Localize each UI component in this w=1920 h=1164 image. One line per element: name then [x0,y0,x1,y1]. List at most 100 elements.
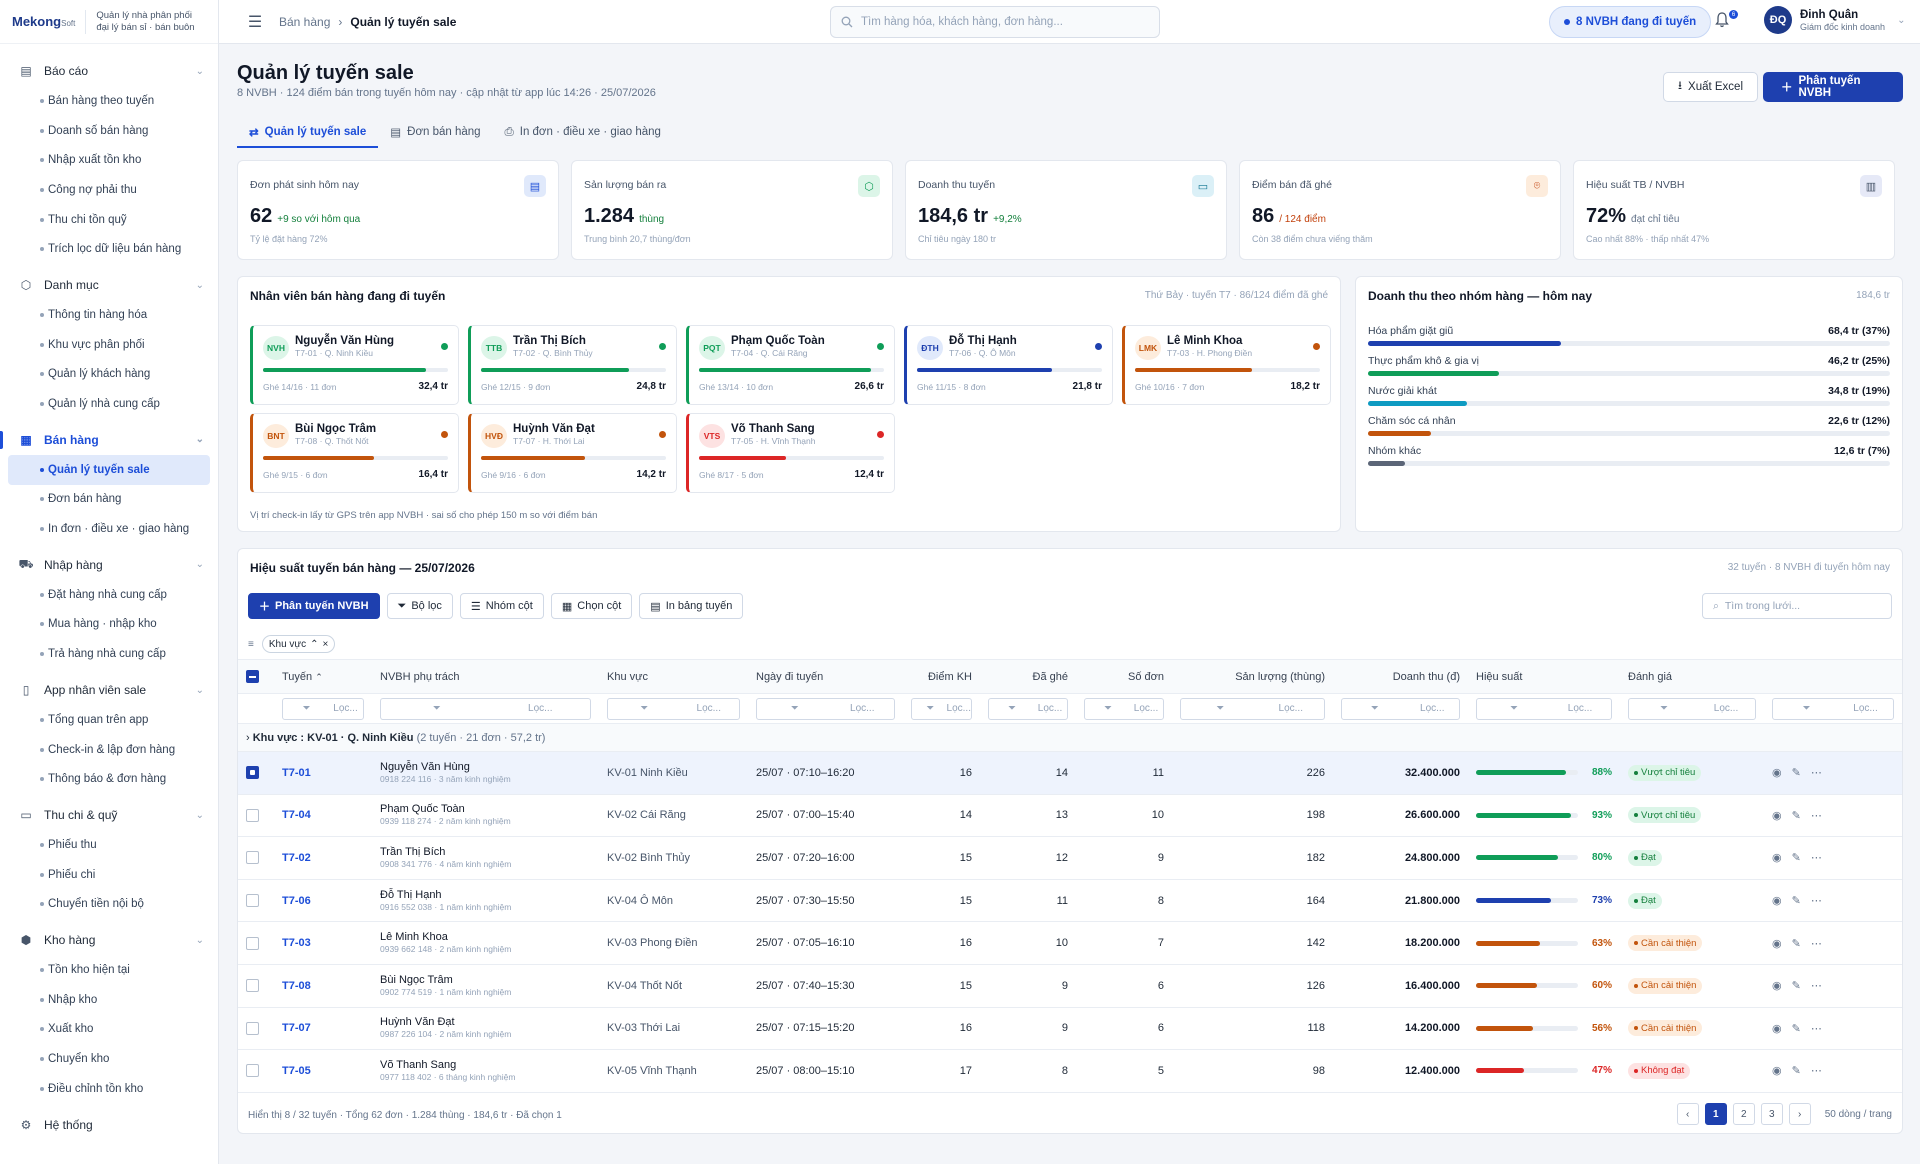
row-checkbox[interactable] [238,1049,274,1093]
sidebar-item[interactable]: Quản lý tuyến sale [8,454,210,485]
checkbox[interactable] [246,808,259,822]
eye-icon[interactable]: ◉ [1772,767,1782,780]
checkbox[interactable] [246,894,259,908]
column-filter-input[interactable]: ⏷ Lọc... [911,697,972,720]
sidebar-group-truck[interactable]: ⛟ Nhập hàng ⌄ [0,550,218,580]
col-date[interactable]: Ngày đi tuyến [748,659,903,694]
sort-asc-icon[interactable]: ⌃ [310,638,319,650]
eye-icon[interactable]: ◉ [1772,809,1782,822]
table-row[interactable]: T7-03 Lê Minh Khoa 0939 662 148 · 2 năm ki… [238,921,1902,965]
sidebar-item[interactable]: Quản lý khách hàng [0,360,218,390]
col-staff[interactable]: NVBH phụ trách [372,659,599,694]
edit-icon[interactable]: ✎ [1791,767,1801,780]
sidebar-group-phone[interactable]: ▯ App nhân viên sale ⌄ [0,675,218,705]
employee-card[interactable]: TTB Trần Thị Bích T7-02 · Q. Bình Thủy Ghé … [468,325,677,405]
tab-route-management[interactable]: ⇄ Quản lý tuyến sale [237,118,379,148]
active-staff-chip[interactable]: 8 NVBH đang đi tuyến [1549,6,1712,38]
eye-icon[interactable]: ◉ [1772,1022,1782,1035]
sidebar-item[interactable]: Tổng quan trên app [0,705,218,735]
group-columns-button[interactable]: ☰ Nhóm cột [459,593,544,619]
more-icon[interactable]: ⋯ [1810,980,1822,993]
page-button-3[interactable]: 3 [1760,1103,1783,1125]
edit-icon[interactable]: ✎ [1791,1022,1801,1035]
edit-icon[interactable]: ✎ [1791,852,1801,865]
column-filter-input[interactable]: ⏷ Lọc... [1772,697,1894,720]
user-menu[interactable]: ĐQ Đinh Quân Giám đốc kinh doanh ⌄ [1764,6,1905,34]
choose-columns-button[interactable]: ▦ Chọn cột [550,593,633,619]
table-row[interactable]: T7-05 Võ Thanh Sang 0977 118 402 · 6 tháng… [238,1049,1902,1093]
eye-icon[interactable]: ◉ [1772,1065,1782,1078]
sidebar-group-box[interactable]: ⬡ Danh mục ⌄ [0,270,218,300]
table-row[interactable]: T7-04 Phạm Quốc Toàn 0939 118 274 · 2 năm … [238,794,1902,838]
more-icon[interactable]: ⋯ [1810,895,1822,908]
column-filter-input[interactable]: ⏷ Lọc... [1084,697,1164,720]
grid-search-input[interactable]: ⌕ Tìm trong lưới... [1702,593,1892,619]
col-rating[interactable]: Đánh giá [1620,659,1764,694]
table-row[interactable]: T7-01 Nguyễn Văn Hùng 0918 224 116 · 3 năm… [238,751,1902,795]
sidebar-item[interactable]: Tồn kho hiện tại [0,955,218,985]
group-row-kv01[interactable]: › Khu vực : KV-01 · Q. Ninh Kiều (2 tuyế… [238,723,1902,752]
sidebar-item[interactable]: Khu vực phân phối [0,330,218,360]
sidebar-group-cash[interactable]: ▭ Thu chi & quỹ ⌄ [0,800,218,830]
col-orders[interactable]: Số đơn [1076,659,1172,694]
route-id[interactable]: T7-03 [274,921,372,965]
edit-icon[interactable]: ✎ [1791,809,1801,822]
sidebar-group-report[interactable]: ▤ Báo cáo ⌄ [0,56,218,86]
tab-print-delivery[interactable]: ⎙ In đơn · điều xe · giao hàng [504,125,661,139]
row-checkbox[interactable] [238,879,274,923]
sidebar-item[interactable]: Phiếu thu [0,830,218,860]
column-filter-input[interactable]: ⏷ Lọc... [756,697,895,720]
sidebar-item[interactable]: Trả hàng nhà cung cấp [0,639,218,669]
checkbox[interactable] [246,851,259,865]
brand-logo[interactable]: MekongSoft [12,14,76,29]
sidebar-item[interactable]: Trích lọc dữ liệu bán hàng [0,234,218,264]
column-filter-input[interactable]: ⏷ Lọc... [1180,697,1325,720]
checkbox[interactable] [246,766,259,780]
employee-card[interactable]: LMK Lê Minh Khoa T7-03 · H. Phong Điền Ghé … [1122,325,1331,405]
column-filter-input[interactable]: ⏷ Lọc... [1341,697,1460,720]
group-chip-area[interactable]: Khu vực ⌃ × [261,635,336,653]
close-icon[interactable]: × [322,638,329,650]
sidebar-item[interactable]: Thu chi tồn quỹ [0,205,218,235]
row-checkbox[interactable] [238,1007,274,1051]
employee-card[interactable]: NVH Nguyễn Văn Hùng T7-01 · Q. Ninh Kiều Gh… [250,325,459,405]
route-id[interactable]: T7-06 [274,879,372,923]
table-row[interactable]: T7-07 Huỳnh Văn Đạt 0987 226 104 · 2 năm k… [238,1007,1902,1051]
drag-handle-icon[interactable]: ≡ [248,638,254,650]
checkbox[interactable] [246,1021,259,1035]
more-icon[interactable]: ⋯ [1810,852,1822,865]
print-routes-button[interactable]: ▤ In bảng tuyến [639,593,744,619]
table-row[interactable]: T7-02 Trần Thị Bích 0908 341 776 · 4 năm k… [238,836,1902,880]
sidebar-group-sales[interactable]: ▦ Bán hàng ⌄ [0,425,218,455]
employee-card[interactable]: VTS Võ Thanh Sang T7-05 · H. Vĩnh Thạnh Ghé… [686,413,895,493]
more-icon[interactable]: ⋯ [1810,1022,1822,1035]
edit-icon[interactable]: ✎ [1791,980,1801,993]
sidebar-item[interactable]: Chuyển tiền nội bộ [0,889,218,919]
checkbox[interactable] [246,936,259,950]
sidebar-item[interactable]: In đơn · điều xe · giao hàng [0,514,218,544]
route-id[interactable]: T7-02 [274,836,372,880]
sidebar-item[interactable]: Check-in & lập đơn hàng [0,735,218,765]
select-all-checkbox[interactable] [238,659,274,694]
sidebar-item[interactable]: Thông tin hàng hóa [0,300,218,330]
menu-toggle-icon[interactable]: ☰ [247,13,263,31]
export-excel-button[interactable]: ⭳ Xuất Excel [1663,72,1759,102]
col-visited[interactable]: Đã ghé [980,659,1076,694]
sidebar-item[interactable]: Điều chỉnh tồn kho [0,1074,218,1104]
bell-icon[interactable] [1715,12,1729,31]
eye-icon[interactable]: ◉ [1772,980,1782,993]
sidebar-item[interactable]: Đặt hàng nhà cung cấp [0,580,218,610]
page-size-select[interactable]: 50 dòng / trang [1824,1108,1892,1120]
col-points[interactable]: Điểm KH [903,659,980,694]
more-icon[interactable]: ⋯ [1810,1065,1822,1078]
col-area[interactable]: Khu vực [599,659,748,694]
route-id[interactable]: T7-01 [274,751,372,795]
table-row[interactable]: T7-08 Bùi Ngọc Trâm 0902 774 519 · 1 năm k… [238,964,1902,1008]
checkbox[interactable] [246,1064,259,1078]
column-filter-input[interactable]: ⏷ Lọc... [607,697,740,720]
column-filter-input[interactable]: ⏷ Lọc... [282,697,364,720]
column-filter-input[interactable]: ⏷ Lọc... [380,697,591,720]
sidebar-item[interactable]: Thông báo & đơn hàng [0,764,218,794]
row-checkbox[interactable] [238,921,274,965]
column-filter-input[interactable]: ⏷ Lọc... [1628,697,1756,720]
